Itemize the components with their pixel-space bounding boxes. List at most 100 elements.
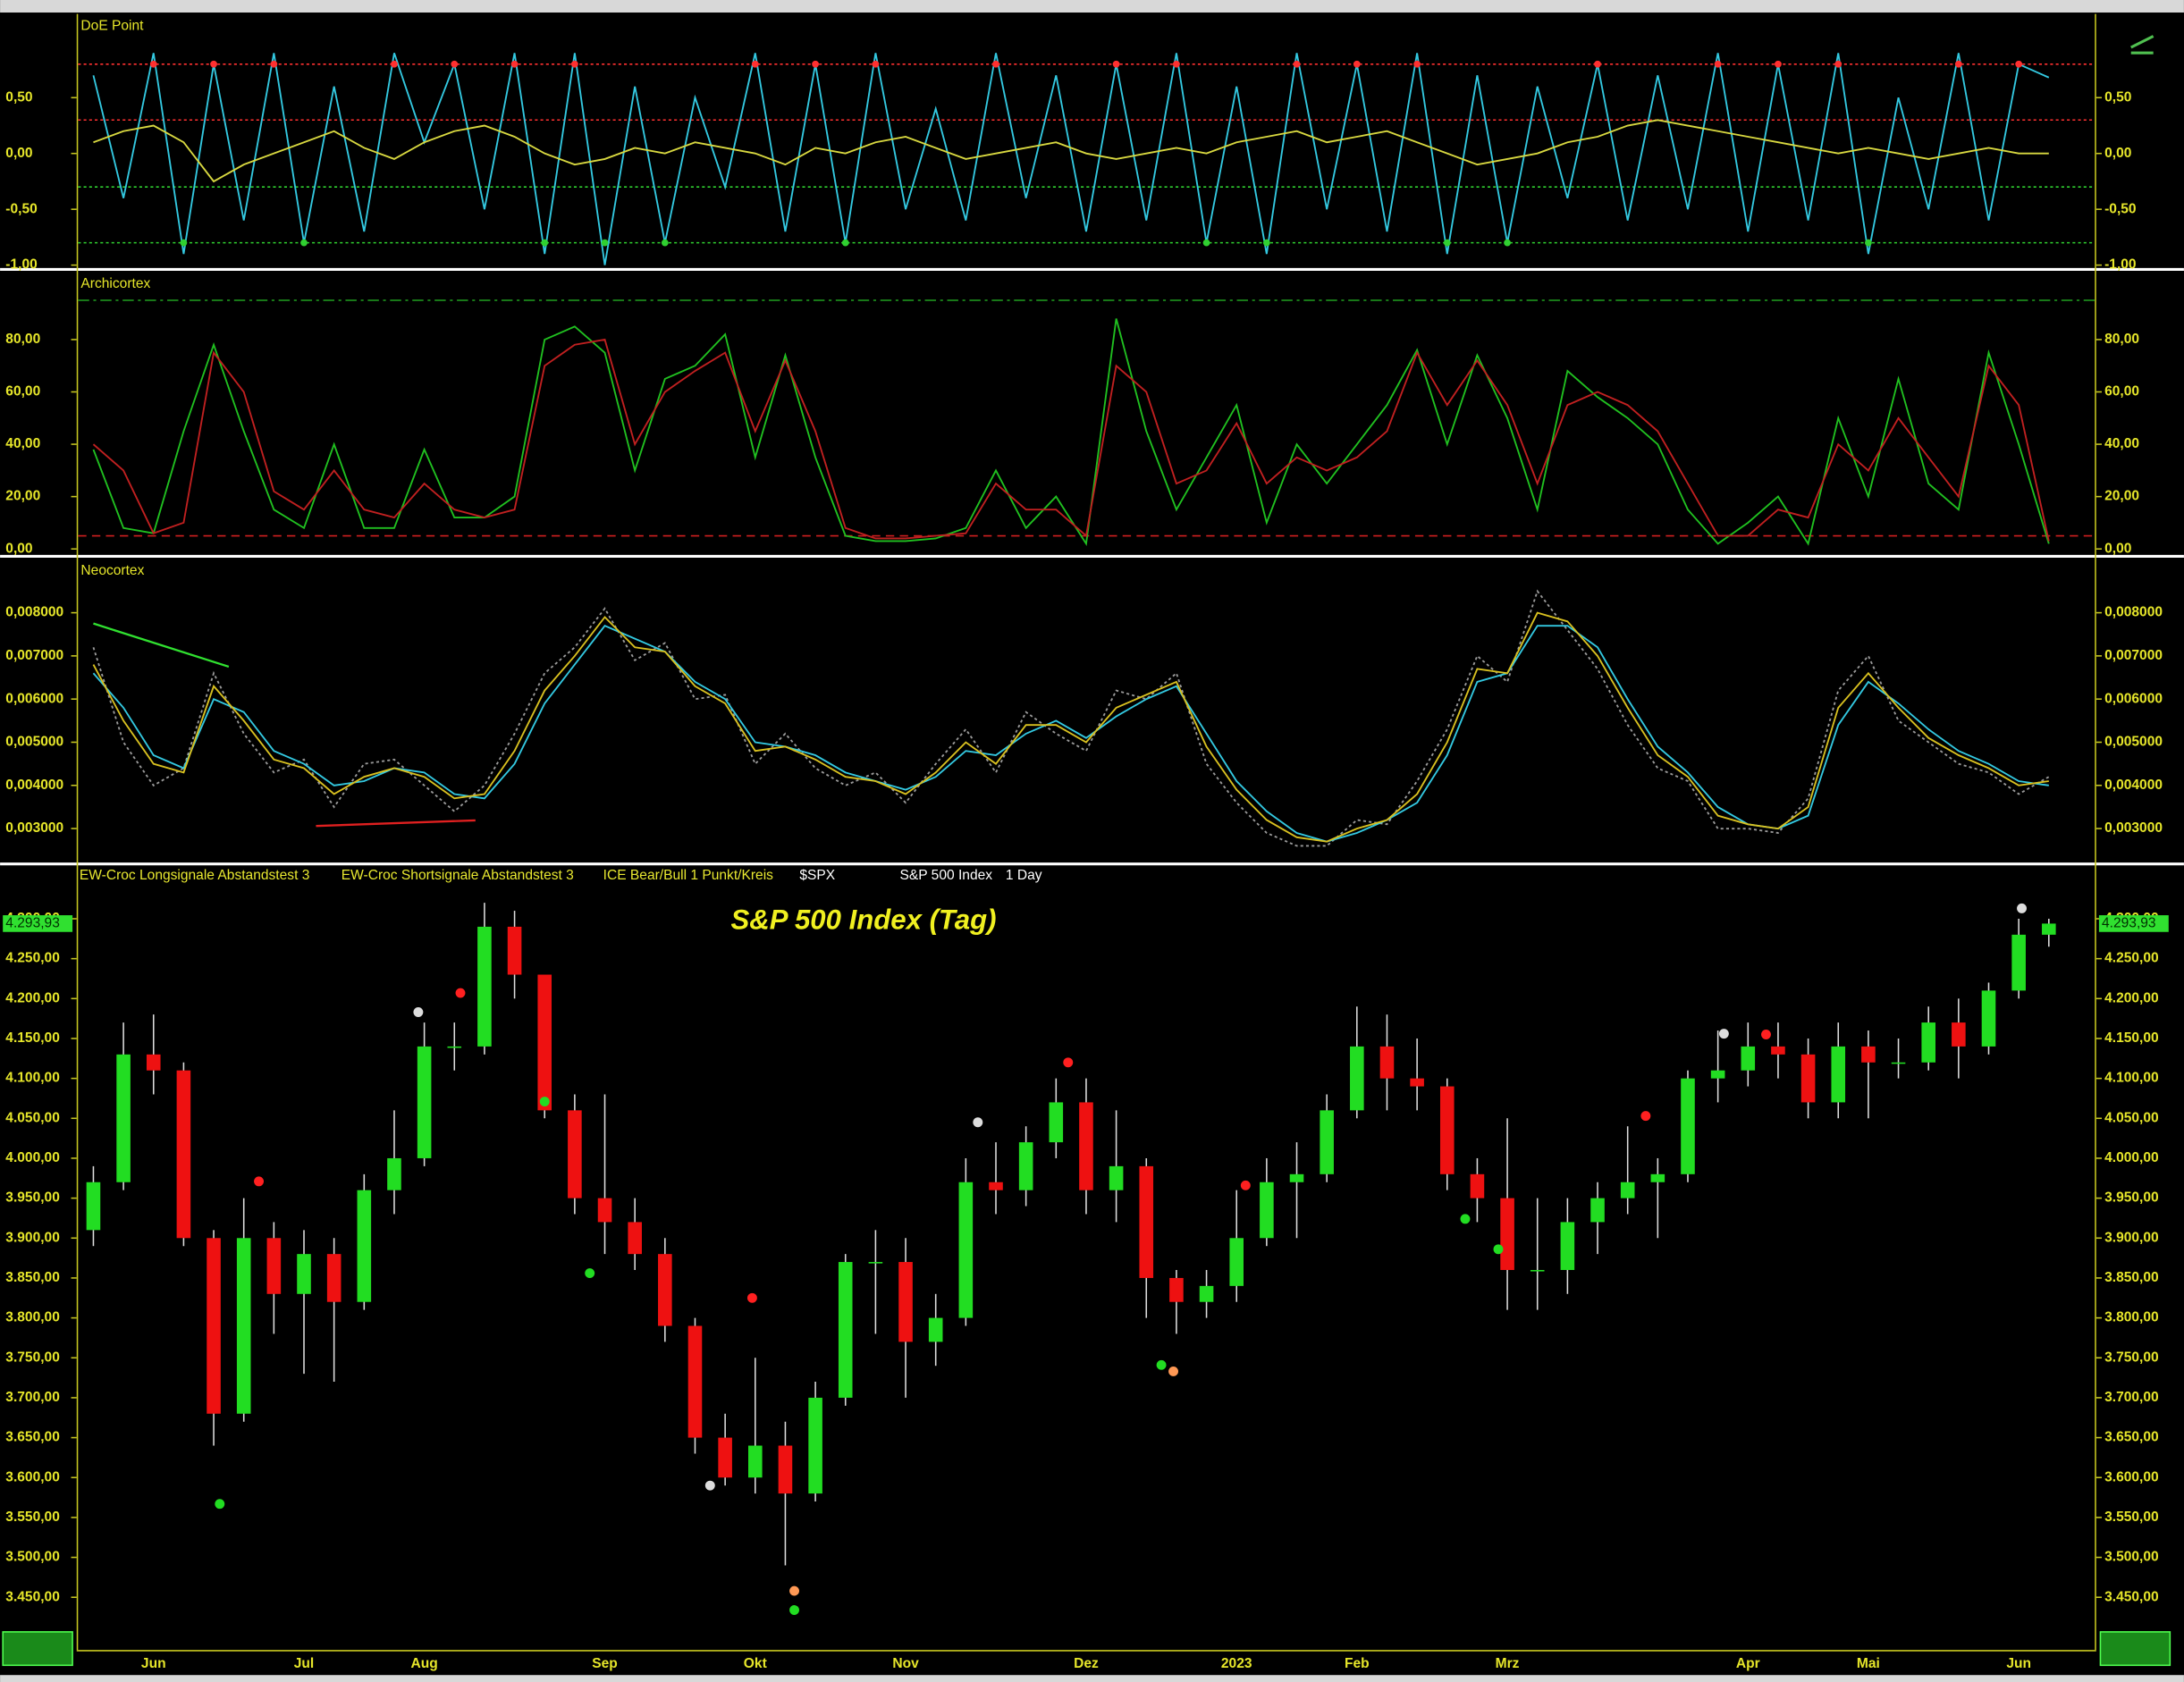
y-tick-label: 40,00: [5, 436, 40, 451]
trendline: [316, 819, 476, 828]
y-tick-label: 0,008000: [5, 605, 63, 620]
signal-dot: [841, 239, 849, 247]
y-tick-label: 3.900,00: [5, 1230, 60, 1245]
y-tick-label: 3.850,00: [2104, 1270, 2159, 1285]
y-tick-label: 4.100,00: [2104, 1071, 2159, 1086]
signal-dot: [872, 60, 880, 68]
candle-body: [1018, 1142, 1033, 1190]
candle-body: [1320, 1110, 1334, 1174]
legend-item: $SPX: [799, 868, 835, 883]
candle-body: [1289, 1173, 1304, 1182]
signal-dot: [1954, 60, 1962, 68]
signal-dot: [215, 1499, 225, 1510]
candle-body: [1891, 1062, 1906, 1064]
signal-dot: [789, 1605, 799, 1615]
x-tick-label: Dez: [1074, 1656, 1099, 1671]
signal-dot: [455, 988, 466, 998]
x-tick-label: Apr: [1736, 1656, 1760, 1671]
signal-dot: [2015, 60, 2023, 68]
candle-body: [146, 1054, 161, 1071]
signal-dot: [812, 60, 819, 68]
y-tick-label: 4.100,00: [5, 1071, 60, 1086]
signal-dot: [1202, 239, 1210, 247]
candle-body: [838, 1262, 853, 1398]
signal-dot: [751, 60, 759, 68]
candle-body: [628, 1222, 642, 1255]
y-tick-label: 0,50: [5, 89, 33, 105]
candle-body: [447, 1046, 462, 1048]
candle-body: [1952, 1022, 1966, 1047]
y-tick-label: 0,006000: [2104, 691, 2163, 706]
candle-body: [958, 1182, 974, 1318]
y-tick-label: 0,50: [2104, 89, 2132, 105]
candle-body: [207, 1238, 221, 1414]
candle-body: [236, 1238, 251, 1414]
y-tick-label: 4.200,00: [5, 990, 60, 1005]
series-line: [92, 53, 2050, 265]
signal-dot: [1240, 1180, 1251, 1190]
candle-body: [297, 1254, 311, 1294]
signal-dot: [661, 239, 669, 247]
y-tick-label: 80,00: [2104, 332, 2139, 347]
candle-body: [477, 926, 492, 1047]
candle-body: [898, 1262, 913, 1342]
candle-body: [989, 1182, 1003, 1190]
signal-dot: [1293, 60, 1301, 68]
signal-dot: [746, 1292, 757, 1303]
y-tick-label: 4.050,00: [5, 1110, 60, 1125]
signal-dot: [1834, 60, 1842, 68]
panel-title: Neocortex: [80, 563, 144, 578]
candle-body: [387, 1157, 401, 1190]
candle-body: [868, 1262, 883, 1264]
y-tick-label: 4.000,00: [2104, 1150, 2159, 1165]
y-tick-label: 0,004000: [5, 778, 63, 793]
series-line: [92, 589, 2050, 847]
candle-body: [2011, 934, 2026, 991]
candle-body: [658, 1254, 672, 1326]
series-line: [92, 338, 2050, 542]
signal-dot: [601, 239, 609, 247]
x-tick-label: Feb: [1345, 1656, 1370, 1671]
candle-body: [928, 1317, 943, 1342]
candle-body: [1169, 1277, 1184, 1302]
x-tick-label: Jul: [294, 1656, 315, 1671]
y-tick-label: 3.950,00: [5, 1190, 60, 1206]
signal-dot: [585, 1268, 595, 1279]
panel: 0,003000 0,003000 0,004000 0,004000 0,005000…: [5, 563, 2163, 847]
candle-body: [1620, 1182, 1635, 1198]
signal-dot: [539, 1097, 550, 1106]
chart-title: S&P 500 Index (Tag): [730, 904, 996, 936]
candle-body: [1650, 1173, 1665, 1182]
x-tick-label: Jun: [141, 1656, 166, 1671]
signal-dot: [1504, 239, 1511, 247]
series-line: [92, 624, 2049, 843]
trendline: [93, 622, 230, 669]
signal-dot: [973, 1117, 983, 1128]
candle-body: [176, 1070, 191, 1239]
y-tick-label: 3.800,00: [2104, 1310, 2159, 1325]
panel: 3.450,00 3.450,00 3.500,00 3.500,00 3.550,00…: [3, 868, 2169, 1671]
signal-dot: [1460, 1214, 1471, 1224]
candle-body: [568, 1110, 582, 1198]
y-tick-label: -1,00: [5, 257, 38, 273]
signal-dot: [180, 239, 188, 247]
candle-body: [1199, 1285, 1214, 1302]
y-tick-label: 0,006000: [5, 691, 63, 706]
candle-body: [1681, 1078, 1695, 1174]
candle-body: [326, 1254, 342, 1302]
y-tick-label: 3.650,00: [5, 1430, 60, 1445]
candle-body: [1710, 1070, 1725, 1079]
y-tick-label: 0,007000: [2104, 648, 2163, 663]
candle-body: [1500, 1198, 1514, 1271]
candle-body: [1350, 1046, 1364, 1111]
candle-body: [86, 1182, 101, 1231]
signal-dot: [1775, 60, 1782, 68]
last-price-label: 4.293,93: [5, 916, 60, 931]
y-tick-label: -0,50: [2104, 201, 2137, 216]
y-tick-label: 0,003000: [2104, 820, 2163, 836]
y-tick-label: 3.550,00: [5, 1510, 60, 1525]
candle-body: [1861, 1046, 1876, 1063]
y-tick-label: 3.500,00: [2104, 1550, 2159, 1565]
series-line: [92, 318, 2050, 547]
